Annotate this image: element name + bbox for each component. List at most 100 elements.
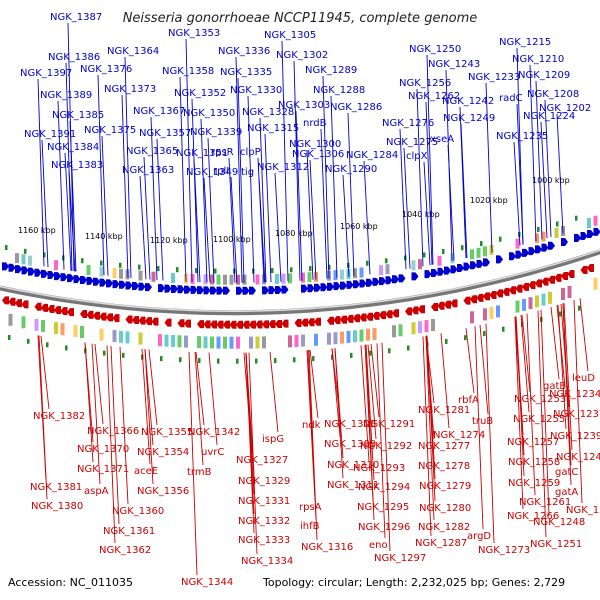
reverse-gene-arrow	[54, 306, 61, 315]
forward-gene-arrow	[158, 284, 165, 293]
tick-mark	[8, 335, 11, 340]
forward-gene-arrow	[216, 286, 224, 295]
scale-ticks: 1160 kbp 1140 kbp 1120 kbp 1100 kbp 1080 kbp…	[5, 176, 581, 364]
cog-box	[229, 274, 234, 285]
forward-gene-arrow	[353, 280, 360, 289]
reverse-gene-arrow	[210, 320, 217, 329]
reverse-gene-label: NGK_1316	[301, 542, 353, 553]
forward-gene-leader	[447, 144, 455, 261]
reverse-gene-label: NGK_1382	[33, 411, 85, 422]
reverse-gene-arrow	[86, 310, 94, 319]
cog-box	[515, 238, 520, 249]
cog-box	[476, 247, 481, 258]
reverse-gene-label: NGK_1355	[141, 427, 193, 438]
forward-gene-leader	[460, 123, 468, 258]
cog-box	[470, 249, 474, 260]
forward-gene-arrow	[132, 282, 139, 291]
reverse-gene-leader	[440, 333, 450, 429]
cog-box	[515, 300, 520, 313]
forward-gene-leader	[540, 121, 548, 239]
tick-mark	[217, 358, 220, 364]
forward-gene-leader	[200, 118, 208, 283]
scale-label: 1100 kbp	[213, 235, 251, 244]
tick-mark	[521, 321, 524, 327]
forward-gene-arrow	[561, 237, 568, 246]
forward-gene-arrow	[210, 286, 217, 295]
cog-box	[223, 336, 227, 349]
reverse-gene-leader	[106, 345, 116, 544]
cog-box	[366, 328, 370, 341]
forward-gene-arrow	[54, 272, 61, 281]
reverse-gene-label: NGK_1309	[324, 439, 376, 450]
reverse-gene-arrow	[138, 316, 146, 325]
forward-gene-label: NGK_1353	[168, 28, 220, 39]
forward-gene-arrow	[93, 277, 100, 286]
cog-box	[333, 332, 338, 345]
reverse-gene-arrow	[392, 309, 399, 318]
cog-box	[190, 273, 195, 284]
forward-gene-label: NGK_1350	[183, 108, 235, 119]
forward-gene-label: NGK_1302	[276, 50, 328, 61]
cog-box	[242, 274, 247, 285]
reverse-gene-label: eno	[369, 540, 388, 551]
forward-gene-arrow	[470, 261, 477, 270]
reverse-gene-label: NGK_1246	[566, 505, 600, 516]
reverse-gene-arrow	[418, 305, 425, 314]
cog-box	[431, 319, 435, 331]
reverse-gene-label: aceE	[134, 466, 158, 477]
forward-gene-arrow	[320, 283, 328, 292]
cog-box	[333, 270, 338, 281]
forward-gene-label: NGK_1262	[408, 91, 460, 102]
forward-gene-leader	[185, 38, 193, 282]
forward-gene-label: NGK_1386	[48, 52, 100, 63]
forward-gene-labels: NGK_1387 NGK_1353 NGK_1386 NGK_1364 NGK_1397…	[20, 12, 591, 283]
forward-gene-arrow	[275, 285, 282, 294]
tick-mark	[160, 356, 163, 362]
cog-box	[54, 260, 58, 271]
cog-box	[99, 328, 104, 341]
forward-gene-arrow	[268, 286, 276, 295]
forward-gene-leader	[320, 128, 328, 279]
reverse-gene-arrow	[2, 296, 9, 305]
forward-gene-label: NGK_1352	[174, 88, 226, 99]
forward-gene-label: NGK_1233	[468, 72, 520, 83]
forward-gene-arrow	[106, 279, 113, 288]
forward-gene-leader	[193, 158, 201, 283]
reverse-gene-label: NGK_1282	[418, 522, 470, 533]
reverse-gene-leader	[526, 313, 536, 496]
reverse-gene-arrow	[580, 266, 588, 275]
cog-box	[353, 268, 357, 279]
reverse-gene-arrow	[528, 281, 536, 290]
reverse-gene-label: NGK_1370	[77, 444, 129, 455]
forward-gene-leader	[347, 112, 355, 277]
cog-box	[203, 274, 208, 285]
cog-box	[398, 324, 403, 337]
cog-box	[255, 274, 260, 285]
reverse-gene-label: NGK_1332	[238, 516, 290, 527]
forward-gene-arrow	[457, 264, 464, 273]
reverse-gene-arrow	[554, 273, 562, 282]
cog-box	[418, 259, 422, 270]
reverse-gene-leader	[334, 347, 344, 479]
reverse-gene-label: ihfB	[300, 521, 320, 532]
reverse-gene-label: trmB	[187, 467, 212, 478]
reverse-gene-arrow	[450, 299, 458, 308]
cog-box	[210, 274, 214, 285]
forward-gene-label: NGK_1224	[523, 111, 575, 122]
reverse-gene-arrow	[431, 302, 438, 311]
reverse-gene-label: NGK_1381	[30, 482, 82, 493]
forward-gene-label: NGK_1339	[190, 127, 242, 138]
cog-box	[15, 253, 19, 264]
forward-gene-label: rpsR	[211, 147, 234, 158]
forward-gene-label: NGK_1315	[247, 123, 299, 134]
tick-mark	[176, 267, 179, 273]
accession-text: Accession: NC_011035	[8, 576, 133, 589]
tick-mark	[27, 338, 30, 344]
forward-gene-arrow	[366, 278, 373, 287]
tick-mark	[195, 268, 198, 274]
forward-gene-leader	[416, 88, 424, 267]
forward-gene-label: NGK_1275	[386, 137, 438, 148]
forward-gene-arrow	[67, 274, 74, 283]
reverse-gene-label: NGK_1310	[327, 460, 379, 471]
